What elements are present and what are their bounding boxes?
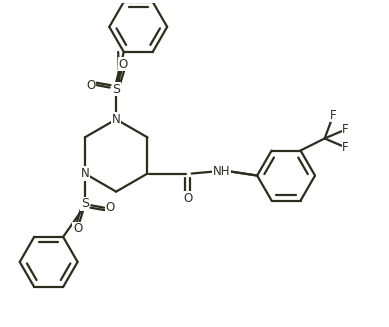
Text: NH: NH bbox=[213, 165, 231, 178]
Text: O: O bbox=[105, 201, 114, 214]
Text: F: F bbox=[342, 141, 349, 154]
Text: O: O bbox=[73, 222, 82, 235]
Text: N: N bbox=[81, 167, 89, 180]
Text: O: O bbox=[87, 79, 96, 92]
Text: O: O bbox=[119, 58, 128, 71]
Text: N: N bbox=[112, 113, 121, 126]
Text: S: S bbox=[112, 83, 120, 96]
Text: O: O bbox=[183, 192, 192, 205]
Text: F: F bbox=[330, 109, 337, 122]
Text: S: S bbox=[81, 197, 89, 210]
Text: F: F bbox=[342, 123, 349, 136]
